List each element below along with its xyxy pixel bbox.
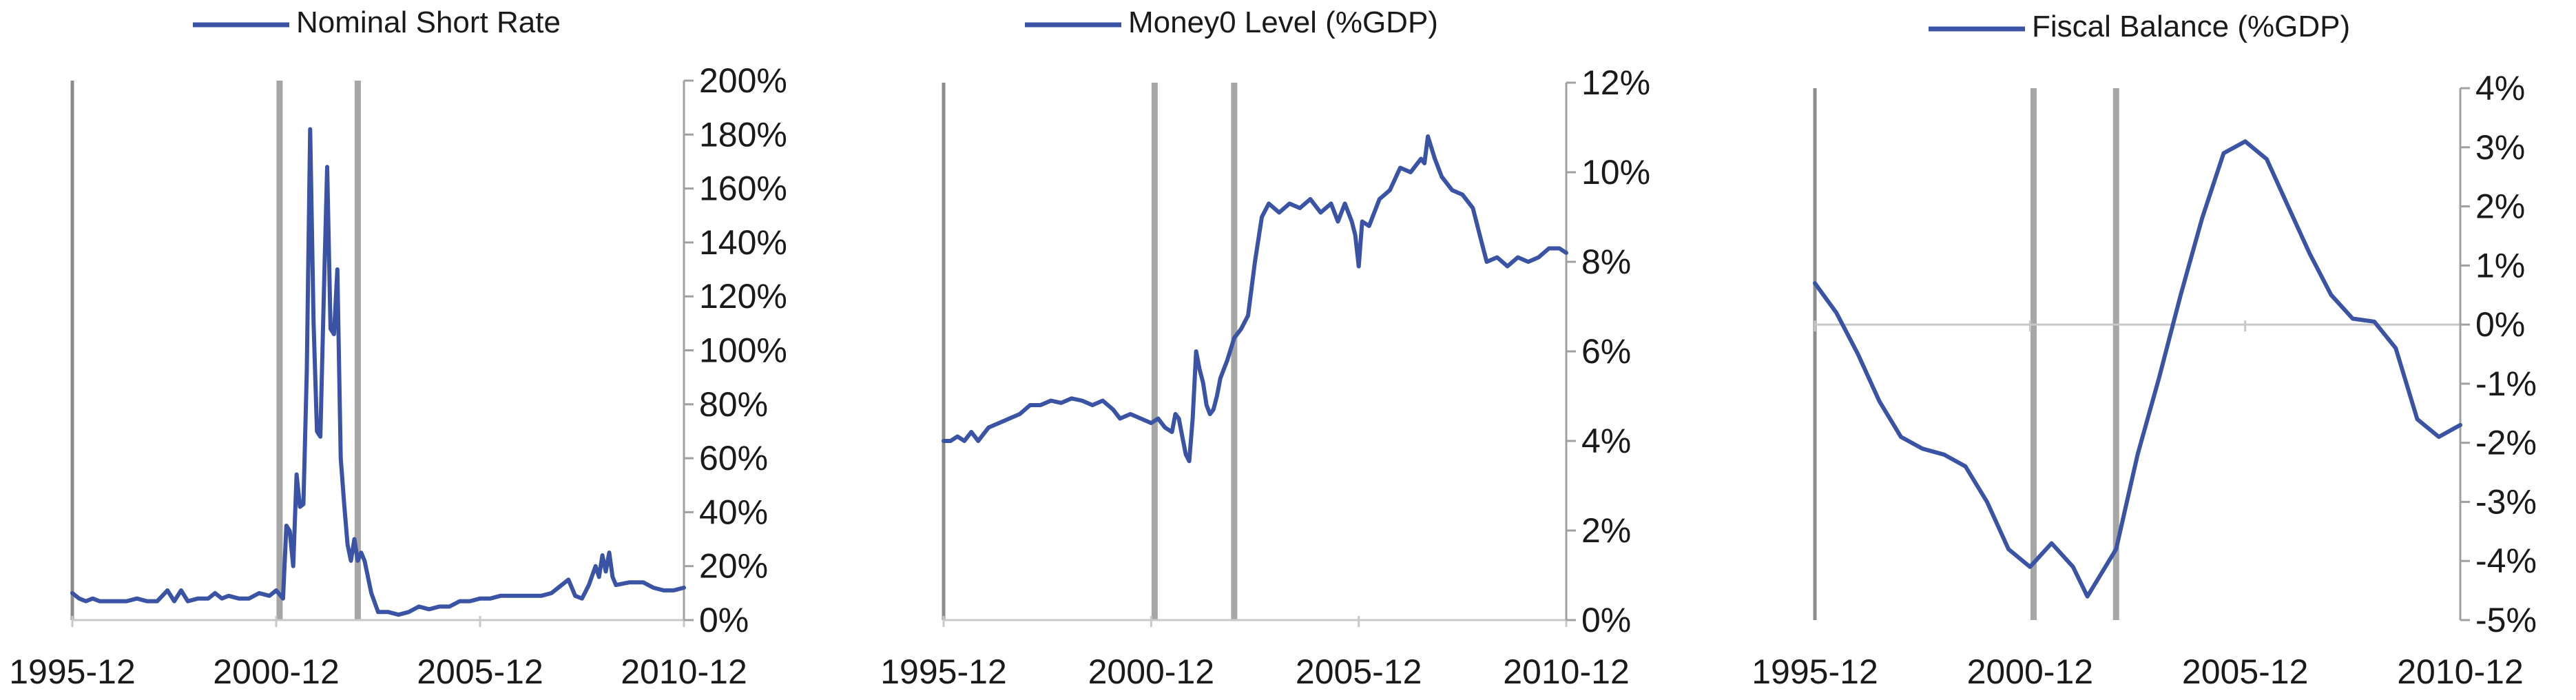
plot-area: 1995-12 2000-12 2005-12 2010-12 0% 2% 4% 6% 8% 10…	[880, 63, 1650, 691]
y-tick-label: 10%	[1581, 153, 1650, 192]
x-tick-label: 2000-12	[213, 652, 340, 691]
x-tick-label: 2010-12	[2397, 652, 2524, 691]
y-tick-label: 8%	[1581, 243, 1631, 281]
x-tick-label: 2005-12	[1296, 652, 1422, 691]
y-tick-label: -5%	[2475, 601, 2537, 639]
legend-label: Nominal Short Rate	[296, 6, 561, 39]
y-tick-label: 1%	[2475, 246, 2525, 285]
series-line	[942, 134, 1568, 464]
x-tick-label: 1995-12	[9, 652, 136, 691]
plot-area: 1995-12 2000-12 2005-12 2010-12 -5% -4% -3% -2%…	[1752, 69, 2537, 691]
y-tick-label: 40%	[699, 493, 768, 531]
x-tick-label: 1995-12	[1752, 652, 1878, 691]
chart-nominal-short-rate: Nominal Short Rate 1995-12 2000-12 2005-12…	[9, 6, 787, 691]
y-tick-label: -1%	[2475, 364, 2537, 403]
y-tick-label: 100%	[699, 331, 787, 370]
x-tick-label: 1995-12	[880, 652, 1007, 691]
x-tick-label: 2005-12	[417, 652, 543, 691]
y-tick-label: 6%	[1581, 332, 1631, 371]
y-tick-label: -3%	[2475, 482, 2537, 521]
x-tick-label: 2000-12	[1967, 652, 2094, 691]
x-tick-label: 2010-12	[1503, 652, 1630, 691]
y-tick-label: 3%	[2475, 128, 2525, 167]
y-tick-label: 4%	[2475, 69, 2525, 107]
plot-area: 1995-12 2000-12 2005-12 2010-12 0% 20% 40% 60% 8…	[9, 61, 787, 691]
y-tick-label: 120%	[699, 277, 787, 316]
y-tick-label: 2%	[1581, 511, 1631, 550]
y-tick-label: 200%	[699, 61, 787, 100]
y-tick-label: 12%	[1581, 63, 1650, 102]
x-tick-label: 2010-12	[621, 652, 747, 691]
y-tick-label: 4%	[1581, 422, 1631, 460]
y-tick-label: -2%	[2475, 424, 2537, 462]
y-tick-label: 80%	[699, 385, 768, 424]
y-tick-label: 0%	[699, 601, 749, 639]
series-line	[70, 127, 686, 617]
legend-label: Money0 Level (%GDP)	[1128, 6, 1438, 39]
y-tick-label: 180%	[699, 115, 787, 154]
chart-money0-level: Money0 Level (%GDP) 1995-12 2000-12 2005-1…	[880, 6, 1650, 691]
chart-fiscal-balance: Fiscal Balance (%GDP) 1995-12 2000-12 2005…	[1752, 10, 2537, 691]
x-tick-label: 2000-12	[1088, 652, 1215, 691]
legend-label: Fiscal Balance (%GDP)	[2032, 10, 2350, 43]
y-tick-label: 20%	[699, 547, 768, 586]
y-tick-label: 0%	[2475, 305, 2525, 344]
y-tick-label: -4%	[2475, 542, 2537, 580]
series-line	[1813, 139, 2462, 599]
y-tick-label: 60%	[699, 439, 768, 477]
y-tick-label: 160%	[699, 169, 787, 208]
y-tick-label: 0%	[1581, 601, 1631, 639]
x-tick-label: 2005-12	[2182, 652, 2309, 691]
y-tick-label: 2%	[2475, 187, 2525, 226]
y-tick-label: 140%	[699, 223, 787, 262]
